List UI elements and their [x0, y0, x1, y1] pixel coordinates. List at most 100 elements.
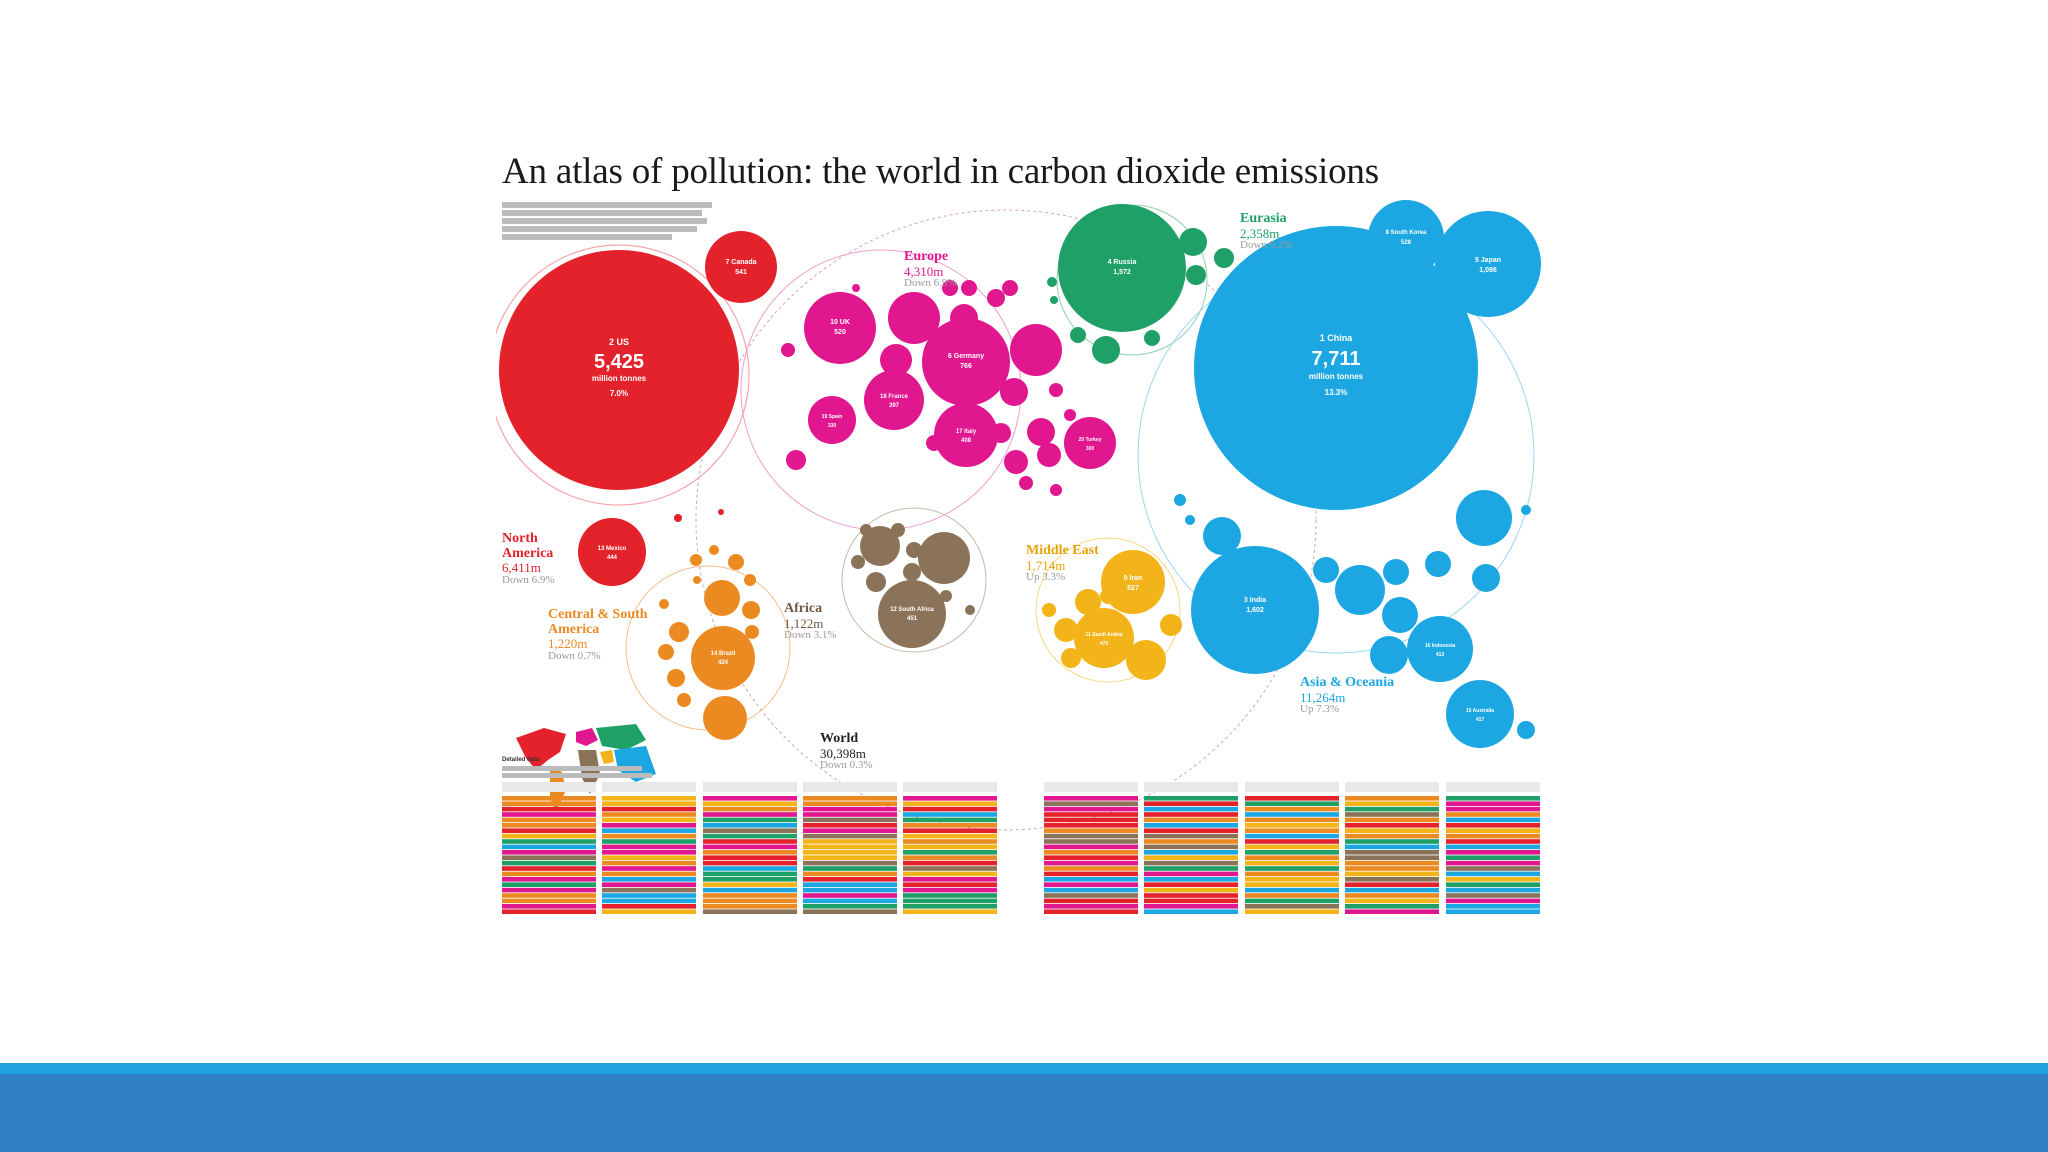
table-row: [1144, 904, 1238, 909]
table-row: [1245, 801, 1339, 806]
table-row: [1446, 833, 1540, 839]
table-row: [1044, 844, 1138, 850]
table-row: [1446, 801, 1540, 806]
table-row: [1245, 877, 1339, 882]
table-row: [1044, 860, 1138, 866]
table-row: [903, 828, 997, 833]
table-header: [1144, 782, 1238, 792]
table-row: [1044, 866, 1138, 871]
table-row: [1044, 796, 1138, 801]
table-row: [602, 882, 696, 887]
table-row: [1245, 887, 1339, 893]
table-row: [1446, 828, 1540, 833]
table-row: [703, 860, 797, 866]
footer-bar: [0, 1063, 2048, 1152]
table-row: [703, 812, 797, 817]
table-row: [803, 882, 897, 887]
table-row: [602, 796, 696, 801]
table-row: [602, 850, 696, 855]
table-row: [502, 833, 596, 839]
mexico-value-label: 444: [607, 555, 618, 561]
region-name: World: [820, 731, 859, 746]
table-row: [1245, 833, 1339, 839]
table-row: [803, 823, 897, 828]
canada-value-label: 541: [735, 269, 747, 276]
region-value: 11,264m: [1300, 689, 1346, 705]
table-row: [1345, 898, 1439, 904]
table-row: [1245, 812, 1339, 817]
table-row: [1345, 871, 1439, 877]
table-row: [703, 801, 797, 806]
table-row: [803, 893, 897, 898]
table-row: [803, 871, 897, 877]
table-row: [1044, 812, 1138, 817]
south-africa-value-label: 451: [907, 616, 918, 622]
table-row: [1446, 866, 1540, 871]
table-row: [602, 812, 696, 817]
table-row: [602, 860, 696, 866]
france-value-label: 397: [889, 403, 900, 409]
table-row: [502, 871, 596, 877]
table-row: [1044, 806, 1138, 812]
table-row: [903, 823, 997, 828]
table-row: [903, 812, 997, 817]
region-value: 4,310m: [904, 263, 944, 279]
table-row: [803, 806, 897, 812]
table-row: [903, 866, 997, 871]
table-row: [1245, 871, 1339, 877]
italy-bubble: [934, 403, 998, 467]
region-value: 30,398m: [820, 745, 866, 761]
table-row: [803, 812, 897, 817]
table-row: [1446, 871, 1540, 877]
table-row: [1144, 833, 1238, 839]
table-row: [1144, 823, 1238, 828]
table-row: [803, 866, 897, 871]
europe-group: [740, 249, 1116, 531]
africa-ring: [841, 507, 987, 653]
turkey-value-label: 300: [1086, 446, 1095, 452]
table-row: [502, 882, 596, 887]
spain-rank-label: 19 Spain: [822, 414, 843, 420]
table-row: [1446, 812, 1540, 817]
table-row: [703, 850, 797, 855]
table-row: [1245, 866, 1339, 871]
table-row: [1345, 866, 1439, 871]
north-america-ring: [496, 244, 750, 506]
table-row: [1144, 893, 1238, 898]
table-row: [1245, 796, 1339, 801]
table-row: [903, 796, 997, 801]
table-row: [1345, 855, 1439, 860]
table-row: [803, 860, 897, 866]
table-row: [1144, 796, 1238, 801]
us-change-label: 7.0%: [610, 389, 628, 398]
spain-bubble: [808, 396, 856, 444]
table-row: [502, 796, 596, 801]
table-row: [1245, 844, 1339, 850]
table-row: [1446, 882, 1540, 887]
table-row: [502, 904, 596, 909]
table-row: [1446, 887, 1540, 893]
region-name: Asia & Oceania: [1300, 675, 1395, 690]
japan-value-label: 1,098: [1479, 267, 1497, 274]
table-row: [502, 801, 596, 806]
table-row: [1144, 839, 1238, 844]
canada-bubble: [705, 231, 777, 303]
table-header: [1446, 782, 1540, 792]
region-value: 6,411m: [502, 560, 541, 576]
brazil-bubble: [691, 626, 755, 690]
table-row: [1345, 823, 1439, 828]
table-row: [1345, 909, 1439, 914]
table-row: [502, 877, 596, 882]
south-africa-bubble: [878, 580, 946, 648]
region-name: Europe: [904, 249, 949, 264]
table-row: [703, 877, 797, 882]
region-value: 2,358m: [1240, 225, 1280, 241]
table-row: [1044, 823, 1138, 828]
table-columns: [502, 782, 1540, 914]
region-change: Down 0.3%: [820, 759, 873, 772]
saudi-arabia-rank-label: 11 Saudi Arabia: [1085, 632, 1122, 638]
table-row: [803, 817, 897, 823]
table-row: [1245, 817, 1339, 823]
table-row: [803, 833, 897, 839]
table-header: [502, 782, 596, 792]
